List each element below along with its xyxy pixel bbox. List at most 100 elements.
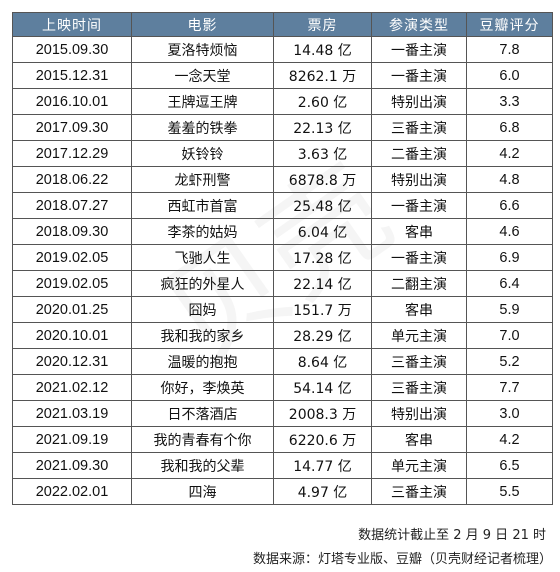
box-office-cell: 22.14 亿	[273, 270, 372, 297]
table-row: 2016.10.01 王牌逗王牌 2.60 亿特别出演 3.3	[12, 88, 553, 115]
box-office-table: 上映时间 电影 票房 参演类型 豆瓣评分 2015.09.30 夏洛特烦恼 14.4…	[12, 12, 553, 505]
release-date-cell: 2018.06.22	[12, 166, 132, 193]
box-office-cell: 2.60 亿	[273, 88, 372, 115]
role-type-cell: 客串	[371, 426, 467, 453]
box-office-cell: 28.29 亿	[273, 322, 372, 349]
film-title-cell: 龙虾刑警	[131, 166, 274, 193]
douban-score-cell: 4.6	[466, 218, 553, 245]
film-title-cell: 我和我的父辈	[131, 452, 274, 479]
box-office-cell: 8.64 亿	[273, 348, 372, 375]
film-title-cell: 夏洛特烦恼	[131, 36, 274, 63]
table-row: 2020.12.31 温暖的抱抱 8.64 亿三番主演 5.2	[12, 348, 553, 375]
douban-score-cell: 6.4	[466, 270, 553, 297]
role-type-cell: 一番主演	[371, 244, 467, 271]
table-row: 2019.02.05 飞驰人生 17.28 亿一番主演 6.9	[12, 244, 553, 271]
film-title-cell: 羞羞的铁拳	[131, 114, 274, 141]
role-type-cell: 一番主演	[371, 192, 467, 219]
box-office-cell: 6220.6 万	[273, 426, 372, 453]
header-role-type: 参演类型	[371, 12, 467, 37]
release-date-cell: 2021.03.19	[12, 400, 132, 427]
role-type-cell: 三番主演	[371, 114, 467, 141]
table-row: 2021.09.30 我和我的父辈 14.77 亿单元主演 6.5	[12, 452, 553, 479]
box-office-cell: 8262.1 万	[273, 62, 372, 89]
role-type-cell: 三番主演	[371, 348, 467, 375]
table-row: 2021.09.19 我的青春有个你 6220.6 万客串 4.2	[12, 426, 553, 453]
douban-score-cell: 4.2	[466, 426, 553, 453]
box-office-cell: 22.13 亿	[273, 114, 372, 141]
table-row: 2022.02.01 四海 4.97 亿三番主演 5.5	[12, 478, 553, 505]
release-date-cell: 2021.09.30	[12, 452, 132, 479]
film-title-cell: 我的青春有个你	[131, 426, 274, 453]
release-date-cell: 2019.02.05	[12, 270, 132, 297]
role-type-cell: 客串	[371, 296, 467, 323]
film-title-cell: 西虹市首富	[131, 192, 274, 219]
role-type-cell: 单元主演	[371, 322, 467, 349]
box-office-cell: 3.63 亿	[273, 140, 372, 167]
box-office-cell: 14.77 亿	[273, 452, 372, 479]
film-title-cell: 妖铃铃	[131, 140, 274, 167]
release-date-cell: 2020.01.25	[12, 296, 132, 323]
table-row: 2020.01.25 囧妈 151.7 万客串 5.9	[12, 296, 553, 323]
film-title-cell: 温暖的抱抱	[131, 348, 274, 375]
douban-score-cell: 7.0	[466, 322, 553, 349]
film-title-cell: 王牌逗王牌	[131, 88, 274, 115]
douban-score-cell: 3.3	[466, 88, 553, 115]
release-date-cell: 2016.10.01	[12, 88, 132, 115]
role-type-cell: 特别出演	[371, 400, 467, 427]
release-date-cell: 2021.02.12	[12, 374, 132, 401]
header-box-office: 票房	[273, 12, 372, 37]
source-note: 数据来源：灯塔专业版、豆瓣（贝壳财经记者梳理）	[252, 552, 552, 567]
box-office-cell: 4.97 亿	[273, 478, 372, 505]
release-date-cell: 2019.02.05	[12, 244, 132, 271]
role-type-cell: 一番主演	[371, 62, 467, 89]
film-title-cell: 囧妈	[131, 296, 274, 323]
table-row: 2018.09.30 李茶的姑妈 6.04 亿客串 4.6	[12, 218, 553, 245]
role-type-cell: 二翻主演	[371, 270, 467, 297]
role-type-cell: 特别出演	[371, 166, 467, 193]
box-office-cell: 25.48 亿	[273, 192, 372, 219]
role-type-cell: 一番主演	[371, 36, 467, 63]
release-date-cell: 2017.09.30	[12, 114, 132, 141]
film-title-cell: 我和我的家乡	[131, 322, 274, 349]
table-row: 2021.02.12 你好，李焕英 54.14 亿三番主演 7.7	[12, 374, 553, 401]
role-type-cell: 客串	[371, 218, 467, 245]
douban-score-cell: 5.9	[466, 296, 553, 323]
film-title-cell: 李茶的姑妈	[131, 218, 274, 245]
box-office-cell: 151.7 万	[273, 296, 372, 323]
release-date-cell: 2022.02.01	[12, 478, 132, 505]
film-title-cell: 疯狂的外星人	[131, 270, 274, 297]
douban-score-cell: 6.8	[466, 114, 553, 141]
box-office-cell: 6.04 亿	[273, 218, 372, 245]
douban-score-cell: 7.8	[466, 36, 553, 63]
douban-score-cell: 6.5	[466, 452, 553, 479]
release-date-cell: 2020.10.01	[12, 322, 132, 349]
film-title-cell: 你好，李焕英	[131, 374, 274, 401]
release-date-cell: 2021.09.19	[12, 426, 132, 453]
release-date-cell: 2018.09.30	[12, 218, 132, 245]
douban-score-cell: 6.9	[466, 244, 553, 271]
douban-score-cell: 5.2	[466, 348, 553, 375]
table-row: 2017.12.29 妖铃铃 3.63 亿二番主演 4.2	[12, 140, 553, 167]
film-title-cell: 日不落酒店	[131, 400, 274, 427]
role-type-cell: 单元主演	[371, 452, 467, 479]
release-date-cell: 2018.07.27	[12, 192, 132, 219]
table-row: 2021.03.19 日不落酒店 2008.3 万特别出演 3.0	[12, 400, 553, 427]
box-office-cell: 54.14 亿	[273, 374, 372, 401]
table-row: 2018.07.27 西虹市首富 25.48 亿一番主演 6.6	[12, 192, 553, 219]
header-douban-score: 豆瓣评分	[466, 12, 553, 37]
release-date-cell: 2020.12.31	[12, 348, 132, 375]
table-row: 2018.06.22 龙虾刑警 6878.8 万特别出演 4.8	[12, 166, 553, 193]
box-office-cell: 6878.8 万	[273, 166, 372, 193]
role-type-cell: 二番主演	[371, 140, 467, 167]
table-header-row: 上映时间 电影 票房 参演类型 豆瓣评分	[12, 12, 553, 37]
douban-score-cell: 6.0	[466, 62, 553, 89]
table-row: 2015.12.31 一念天堂 8262.1 万一番主演 6.0	[12, 62, 553, 89]
release-date-cell: 2017.12.29	[12, 140, 132, 167]
douban-score-cell: 5.5	[466, 478, 553, 505]
film-title-cell: 四海	[131, 478, 274, 505]
film-title-cell: 一念天堂	[131, 62, 274, 89]
role-type-cell: 三番主演	[371, 374, 467, 401]
role-type-cell: 特别出演	[371, 88, 467, 115]
box-office-cell: 2008.3 万	[273, 400, 372, 427]
header-release-date: 上映时间	[12, 12, 132, 37]
